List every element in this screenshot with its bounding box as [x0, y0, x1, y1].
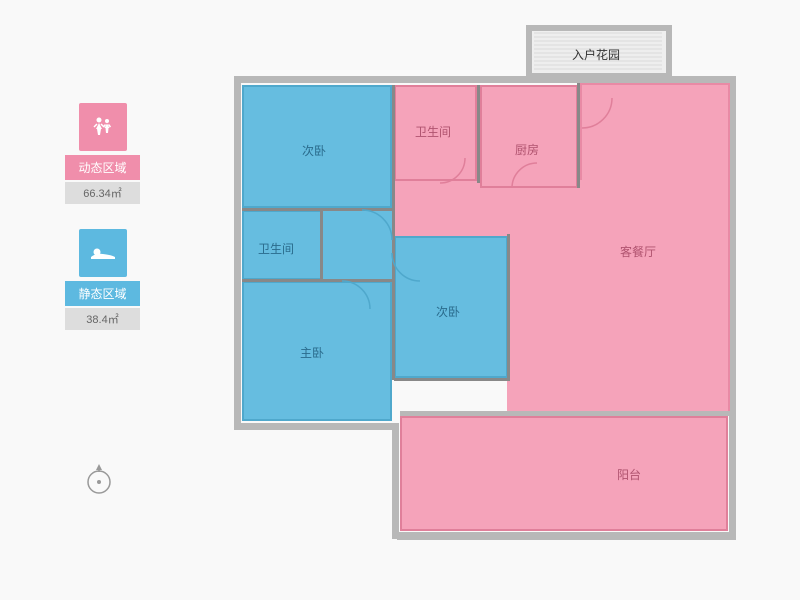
floorplan: 入户花园 次卧 卫生间 厨房 客餐厅 卫生间 次卧 主卧 阳台: [232, 28, 732, 546]
legend-dynamic-value: 66.34㎡: [65, 182, 140, 204]
wall-left-bottom: [234, 423, 399, 430]
wall-int4: [392, 234, 395, 380]
label-bedroom2-bot: 次卧: [436, 303, 460, 320]
people-icon: [79, 103, 127, 151]
wall-int9: [400, 411, 732, 416]
sleep-icon: [79, 229, 127, 277]
wall-int10: [394, 378, 510, 381]
wall-int3: [577, 83, 580, 188]
legend-panel: 动态区域 66.34㎡ 静态区域 38.4㎡: [65, 103, 140, 355]
legend-static-label: 静态区域: [65, 281, 140, 306]
label-bathroom2: 卫生间: [258, 240, 294, 257]
wall-int7: [242, 279, 392, 282]
legend-static: 静态区域 38.4㎡: [65, 229, 140, 330]
label-bathroom1: 卫生间: [415, 123, 451, 140]
wall-int6: [242, 208, 392, 211]
wall-mask-bl: [227, 425, 397, 550]
label-kitchen: 厨房: [515, 141, 539, 158]
label-bedroom2-top: 次卧: [302, 142, 326, 159]
label-living: 客餐厅: [620, 243, 656, 260]
wall-int5: [507, 234, 510, 380]
room-living-mid: [392, 180, 587, 238]
room-balcony: [400, 416, 728, 531]
wall-int8: [320, 210, 323, 281]
room-kitchen: [480, 85, 578, 188]
wall-int2: [477, 85, 480, 183]
legend-dynamic: 动态区域 66.34㎡: [65, 103, 140, 204]
label-balcony: 阳台: [617, 466, 641, 483]
legend-static-value: 38.4㎡: [65, 308, 140, 330]
wall-int1: [392, 85, 395, 235]
compass-icon: [85, 462, 113, 490]
label-master-bed: 主卧: [300, 344, 324, 361]
legend-dynamic-label: 动态区域: [65, 155, 140, 180]
wall-balcony-left: [392, 423, 399, 539]
label-entry-garden: 入户花园: [572, 46, 620, 63]
wall-balcony-bottom: [392, 532, 736, 539]
room-corridor: [322, 210, 394, 282]
room-living-conn: [507, 234, 585, 414]
